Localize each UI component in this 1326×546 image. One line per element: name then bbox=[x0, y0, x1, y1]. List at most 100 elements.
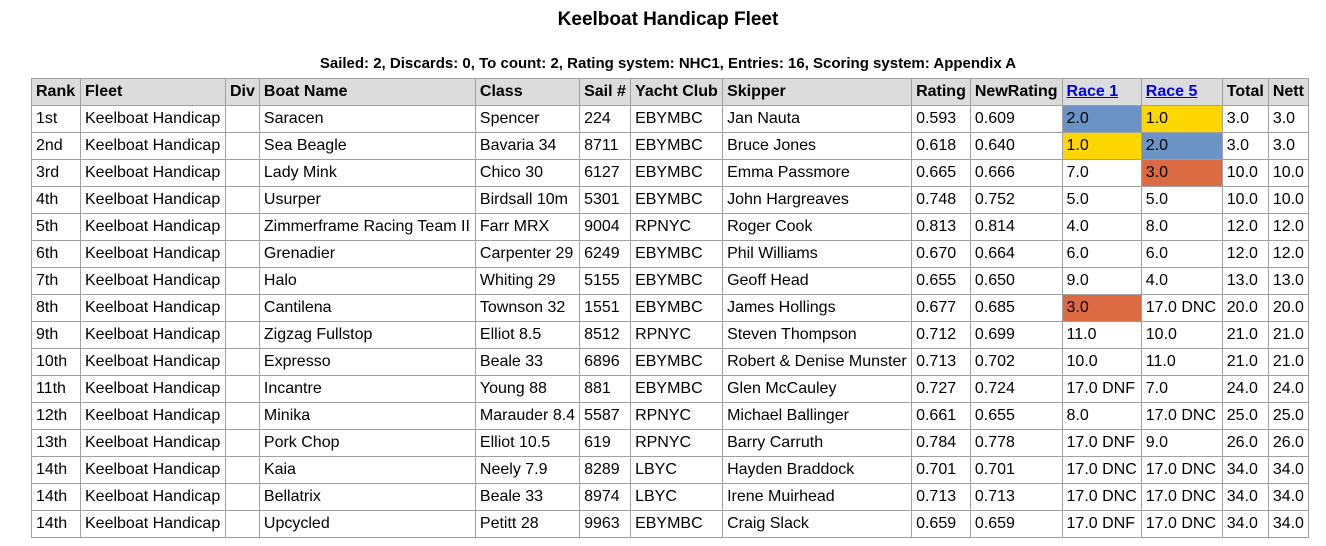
boat-cell: Lady Mink bbox=[258, 159, 476, 187]
race5-cell: 17.0 DNC bbox=[1140, 456, 1223, 484]
fleet-cell: Keelboat Handicap bbox=[80, 402, 226, 430]
nett-cell: 34.0 bbox=[1267, 483, 1309, 511]
total-cell: 10.0 bbox=[1221, 159, 1269, 187]
column-header-race-1: Race 1 bbox=[1061, 78, 1142, 106]
club-cell: EBYMBC bbox=[630, 132, 724, 160]
rating-cell: 0.593 bbox=[911, 105, 971, 133]
total-cell: 25.0 bbox=[1221, 402, 1269, 430]
class-cell: Beale 33 bbox=[474, 483, 581, 511]
newrating-cell: 0.702 bbox=[969, 348, 1063, 376]
class-cell: Marauder 8.4 bbox=[474, 402, 581, 430]
nett-cell: 25.0 bbox=[1267, 402, 1309, 430]
club-cell: EBYMBC bbox=[630, 348, 724, 376]
nett-cell: 26.0 bbox=[1267, 429, 1309, 457]
div-cell bbox=[225, 132, 260, 160]
fleet-cell: Keelboat Handicap bbox=[80, 510, 226, 538]
race1-cell: 3.0 bbox=[1061, 294, 1142, 322]
rating-cell: 0.701 bbox=[911, 456, 971, 484]
skipper-cell: Emma Passmore bbox=[722, 159, 913, 187]
newrating-cell: 0.778 bbox=[969, 429, 1063, 457]
skipper-cell: Bruce Jones bbox=[722, 132, 913, 160]
race5-cell: 4.0 bbox=[1140, 267, 1223, 295]
total-cell: 34.0 bbox=[1221, 483, 1269, 511]
race5-cell: 1.0 bbox=[1140, 105, 1223, 133]
sail-cell: 881 bbox=[579, 375, 632, 403]
column-header-div: Div bbox=[225, 78, 260, 106]
race5-cell: 7.0 bbox=[1140, 375, 1223, 403]
race5-cell: 5.0 bbox=[1140, 186, 1223, 214]
newrating-cell: 0.650 bbox=[969, 267, 1063, 295]
sail-cell: 9963 bbox=[579, 510, 632, 538]
sail-cell: 224 bbox=[579, 105, 632, 133]
rating-cell: 0.748 bbox=[911, 186, 971, 214]
newrating-cell: 0.640 bbox=[969, 132, 1063, 160]
rank-cell: 9th bbox=[31, 321, 81, 349]
fleet-cell: Keelboat Handicap bbox=[80, 456, 226, 484]
skipper-cell: Hayden Braddock bbox=[722, 456, 913, 484]
skipper-cell: Roger Cook bbox=[722, 213, 913, 241]
newrating-cell: 0.609 bbox=[969, 105, 1063, 133]
fleet-cell: Keelboat Handicap bbox=[80, 213, 226, 241]
total-cell: 3.0 bbox=[1221, 132, 1269, 160]
race5-cell: 8.0 bbox=[1140, 213, 1223, 241]
fleet-cell: Keelboat Handicap bbox=[80, 483, 226, 511]
div-cell bbox=[225, 510, 260, 538]
rating-cell: 0.727 bbox=[911, 375, 971, 403]
fleet-cell: Keelboat Handicap bbox=[80, 132, 226, 160]
rank-cell: 3rd bbox=[31, 159, 81, 187]
column-header-sail: Sail # bbox=[579, 78, 632, 106]
race1-cell: 17.0 DNF bbox=[1061, 375, 1142, 403]
sail-cell: 8711 bbox=[579, 132, 632, 160]
sail-cell: 8289 bbox=[579, 456, 632, 484]
table-row: 2nd Keelboat Handicap Sea Beagle Bavaria 34… bbox=[31, 132, 1309, 160]
column-header-total: Total bbox=[1221, 78, 1269, 106]
race1-cell: 4.0 bbox=[1061, 213, 1142, 241]
skipper-cell: James Hollings bbox=[722, 294, 913, 322]
rating-cell: 0.784 bbox=[911, 429, 971, 457]
boat-cell: Upcycled bbox=[258, 510, 476, 538]
nett-cell: 34.0 bbox=[1267, 510, 1309, 538]
club-cell: RPNYC bbox=[630, 402, 724, 430]
rank-cell: 5th bbox=[31, 213, 81, 241]
nett-cell: 10.0 bbox=[1267, 159, 1309, 187]
rank-cell: 13th bbox=[31, 429, 81, 457]
fleet-cell: Keelboat Handicap bbox=[80, 294, 226, 322]
race-5-link[interactable]: Race 5 bbox=[1145, 83, 1198, 100]
skipper-cell: Michael Ballinger bbox=[722, 402, 913, 430]
nett-cell: 10.0 bbox=[1267, 186, 1309, 214]
class-cell: Elliot 8.5 bbox=[474, 321, 581, 349]
table-row: 13th Keelboat Handicap Pork Chop Elliot 10.… bbox=[31, 429, 1309, 457]
table-row: 7th Keelboat Handicap Halo Whiting 29 5155 EB… bbox=[31, 267, 1309, 295]
race5-cell: 2.0 bbox=[1140, 132, 1223, 160]
rank-cell: 4th bbox=[31, 186, 81, 214]
column-header-yacht-club: Yacht Club bbox=[630, 78, 724, 106]
class-cell: Bavaria 34 bbox=[474, 132, 581, 160]
rank-cell: 11th bbox=[31, 375, 81, 403]
newrating-cell: 0.699 bbox=[969, 321, 1063, 349]
column-header-class: Class bbox=[474, 78, 581, 106]
table-row: 14th Keelboat Handicap Upcycled Petitt 28 99… bbox=[31, 510, 1309, 538]
rating-cell: 0.677 bbox=[911, 294, 971, 322]
column-header-fleet: Fleet bbox=[80, 78, 226, 106]
newrating-cell: 0.666 bbox=[969, 159, 1063, 187]
class-cell: Neely 7.9 bbox=[474, 456, 581, 484]
total-cell: 10.0 bbox=[1221, 186, 1269, 214]
class-cell: Chico 30 bbox=[474, 159, 581, 187]
fleet-cell: Keelboat Handicap bbox=[80, 105, 226, 133]
sail-cell: 6127 bbox=[579, 159, 632, 187]
nett-cell: 24.0 bbox=[1267, 375, 1309, 403]
rank-cell: 10th bbox=[31, 348, 81, 376]
club-cell: EBYMBC bbox=[630, 294, 724, 322]
column-header-rating: Rating bbox=[911, 78, 971, 106]
table-row: 11th Keelboat Handicap Incantre Young 88 881… bbox=[31, 375, 1309, 403]
boat-cell: Bellatrix bbox=[258, 483, 476, 511]
div-cell bbox=[225, 456, 260, 484]
rank-cell: 14th bbox=[31, 483, 81, 511]
race1-cell: 2.0 bbox=[1061, 105, 1142, 133]
nett-cell: 3.0 bbox=[1267, 132, 1309, 160]
div-cell bbox=[225, 186, 260, 214]
class-cell: Beale 33 bbox=[474, 348, 581, 376]
race5-cell: 11.0 bbox=[1140, 348, 1223, 376]
race-1-link[interactable]: Race 1 bbox=[1066, 83, 1119, 100]
boat-cell: Pork Chop bbox=[258, 429, 476, 457]
